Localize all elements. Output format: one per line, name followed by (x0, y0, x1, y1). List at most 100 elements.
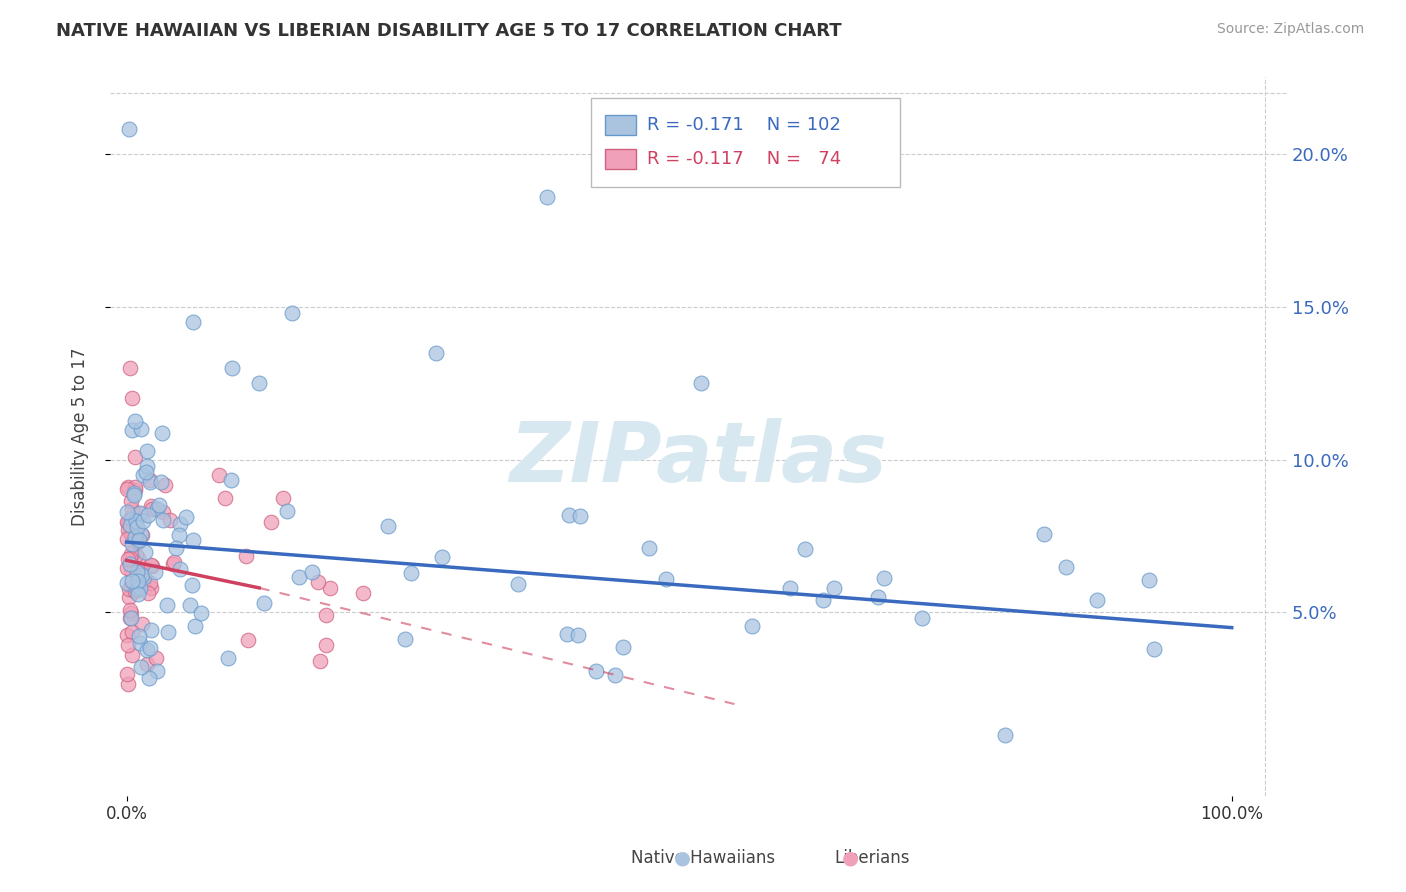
Point (156, 624, 179, 639)
Point (118, 360, 141, 375)
Point (169, 516, 191, 531)
Point (287, 570, 309, 584)
Point (120, 564, 142, 578)
Point (315, 608, 337, 623)
Point (129, 636, 152, 650)
Point (120, 494, 142, 508)
Point (128, 629, 150, 643)
Point (741, 618, 763, 632)
Point (811, 593, 834, 607)
Point (1137, 573, 1160, 587)
Point (115, 560, 138, 574)
Point (1085, 593, 1108, 607)
Point (132, 468, 155, 483)
Point (153, 478, 176, 492)
Point (536, 189, 558, 203)
Point (1054, 559, 1077, 574)
Point (117, 591, 139, 605)
Point (136, 586, 159, 600)
Point (568, 508, 591, 523)
Point (506, 577, 529, 591)
Point (117, 480, 139, 494)
Point (118, 122, 141, 136)
Point (208, 468, 231, 483)
Point (120, 510, 142, 524)
Point (122, 583, 145, 598)
Point (162, 557, 184, 571)
Point (143, 565, 166, 579)
Point (638, 541, 661, 555)
Point (567, 628, 589, 642)
Point (150, 475, 173, 489)
Point (141, 558, 163, 572)
Point (131, 568, 153, 582)
Point (169, 561, 191, 575)
Point (655, 572, 678, 586)
Point (127, 550, 149, 565)
Point (139, 640, 162, 655)
Point (120, 611, 142, 625)
Point (120, 548, 142, 562)
Point (124, 480, 146, 494)
Point (555, 627, 578, 641)
Point (139, 475, 162, 489)
Point (115, 576, 138, 591)
Point (1143, 642, 1166, 657)
Y-axis label: Disability Age 5 to 17: Disability Age 5 to 17 (72, 347, 89, 526)
Point (117, 552, 139, 566)
Point (399, 566, 422, 581)
Point (994, 728, 1017, 742)
Point (131, 660, 153, 674)
Point (236, 632, 259, 647)
Point (217, 650, 239, 665)
Point (425, 345, 447, 359)
Point (136, 643, 159, 657)
Point (118, 518, 141, 533)
Point (141, 501, 163, 516)
Point (128, 533, 150, 548)
Point (159, 513, 181, 527)
Point (873, 571, 896, 585)
Point (124, 450, 146, 464)
Point (181, 533, 204, 547)
Point (152, 513, 174, 527)
Point (794, 541, 817, 556)
Point (122, 486, 145, 500)
Point (132, 575, 155, 590)
Point (146, 502, 169, 516)
Point (129, 527, 152, 541)
Point (117, 582, 139, 596)
Point (430, 549, 453, 564)
Point (179, 599, 201, 613)
Point (121, 648, 143, 662)
Point (124, 414, 146, 428)
Point (120, 578, 142, 592)
Point (309, 654, 332, 668)
Point (127, 534, 149, 549)
Point (190, 607, 212, 621)
Point (117, 524, 139, 538)
Text: ●: ● (673, 848, 703, 868)
Point (307, 575, 329, 590)
Point (134, 570, 156, 584)
Point (124, 560, 146, 574)
Point (301, 566, 323, 580)
Point (117, 516, 139, 530)
Point (124, 583, 146, 598)
Point (163, 555, 186, 569)
Point (219, 473, 242, 487)
Point (184, 619, 207, 633)
Point (115, 505, 138, 519)
Point (117, 638, 139, 652)
Point (235, 549, 257, 564)
Point (214, 491, 236, 505)
Point (121, 624, 143, 639)
Point (125, 548, 148, 562)
Point (129, 506, 152, 520)
Point (131, 564, 153, 578)
Text: R = -0.117    N =   74: R = -0.117 N = 74 (647, 150, 841, 168)
Point (138, 671, 160, 685)
Point (139, 582, 162, 596)
Point (181, 578, 204, 592)
Point (125, 577, 148, 591)
